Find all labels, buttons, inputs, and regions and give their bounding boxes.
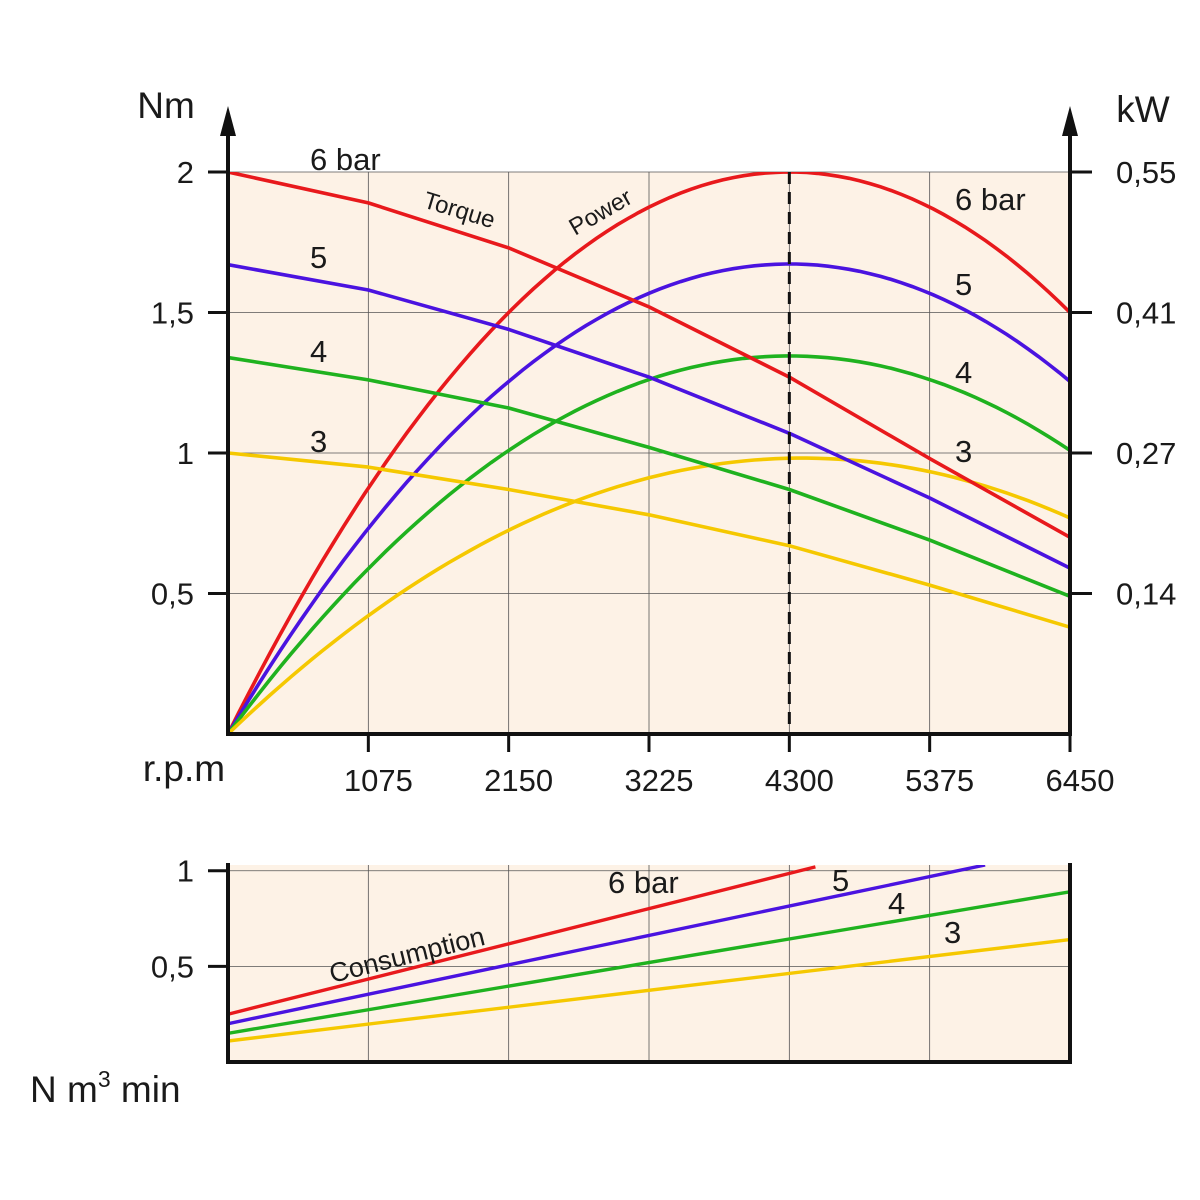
torque-curve xyxy=(228,262,1070,570)
y-left-tick-label: 2 xyxy=(177,155,194,190)
y-axis-left-arrow xyxy=(220,106,236,136)
torque-curve xyxy=(228,451,1070,629)
power-series-label: 4 xyxy=(955,355,972,390)
x-tick-label: 3225 xyxy=(625,763,694,798)
power-series-label: 5 xyxy=(955,267,972,302)
consumption-group xyxy=(228,865,1070,1043)
power-curve xyxy=(228,172,1070,734)
power-series-label: 3 xyxy=(955,434,972,469)
torque-series-label: 5 xyxy=(310,240,327,275)
y-bottom-tick-label: 0,5 xyxy=(151,949,194,984)
y-left-tick-label: 1,5 xyxy=(151,296,194,331)
torque-series-label: 3 xyxy=(310,424,327,459)
y-axis-right-arrow xyxy=(1062,106,1078,136)
torque-series-label: 4 xyxy=(310,334,327,369)
y-left-tick-label: 1 xyxy=(177,436,194,471)
torque-series-label: 6 bar xyxy=(310,142,381,177)
y-left-unit-label: Nm xyxy=(137,85,195,126)
power-series-label: 6 bar xyxy=(955,182,1026,217)
x-tick-label: 4300 xyxy=(765,763,834,798)
consumption-series-label: 3 xyxy=(944,915,961,950)
y-right-tick-label: 0,41 xyxy=(1116,296,1176,331)
torque-curve xyxy=(228,172,1070,539)
x-axis-unit-label: r.p.m xyxy=(143,748,225,789)
power-curve xyxy=(228,354,1070,734)
y-right-unit-label: kW xyxy=(1116,89,1170,130)
consumption-series-label: 5 xyxy=(832,863,849,898)
y-right-tick-label: 0,27 xyxy=(1116,436,1176,471)
power-curve xyxy=(228,262,1070,734)
torque-curve xyxy=(228,355,1070,598)
y-left-tick-label: 0,5 xyxy=(151,577,194,612)
x-tick-label: 2150 xyxy=(484,763,553,798)
y-right-tick-label: 0,55 xyxy=(1116,155,1176,190)
y-bottom-tick-label: 1 xyxy=(177,854,194,889)
consumption-series-label: 4 xyxy=(888,886,905,921)
consumption-unit-superscript: 3 xyxy=(98,1066,111,1092)
x-tick-label: 6450 xyxy=(1046,763,1115,798)
consumption-series-label: 6 bar xyxy=(608,865,679,900)
consumption-unit-tail: min xyxy=(111,1069,181,1110)
consumption-line xyxy=(228,937,1070,1043)
power-curve xyxy=(228,456,1070,734)
consumption-line xyxy=(228,865,986,1026)
x-tick-label: 5375 xyxy=(905,763,974,798)
consumption-line xyxy=(228,865,816,1016)
curve-group xyxy=(228,172,1070,734)
consumption-line xyxy=(228,890,1070,1035)
y-right-tick-label: 0,14 xyxy=(1116,577,1176,612)
x-tick-label: 1075 xyxy=(344,763,413,798)
consumption-unit-main: N m xyxy=(30,1069,98,1110)
consumption-unit-label: N m3 min xyxy=(30,1066,181,1110)
